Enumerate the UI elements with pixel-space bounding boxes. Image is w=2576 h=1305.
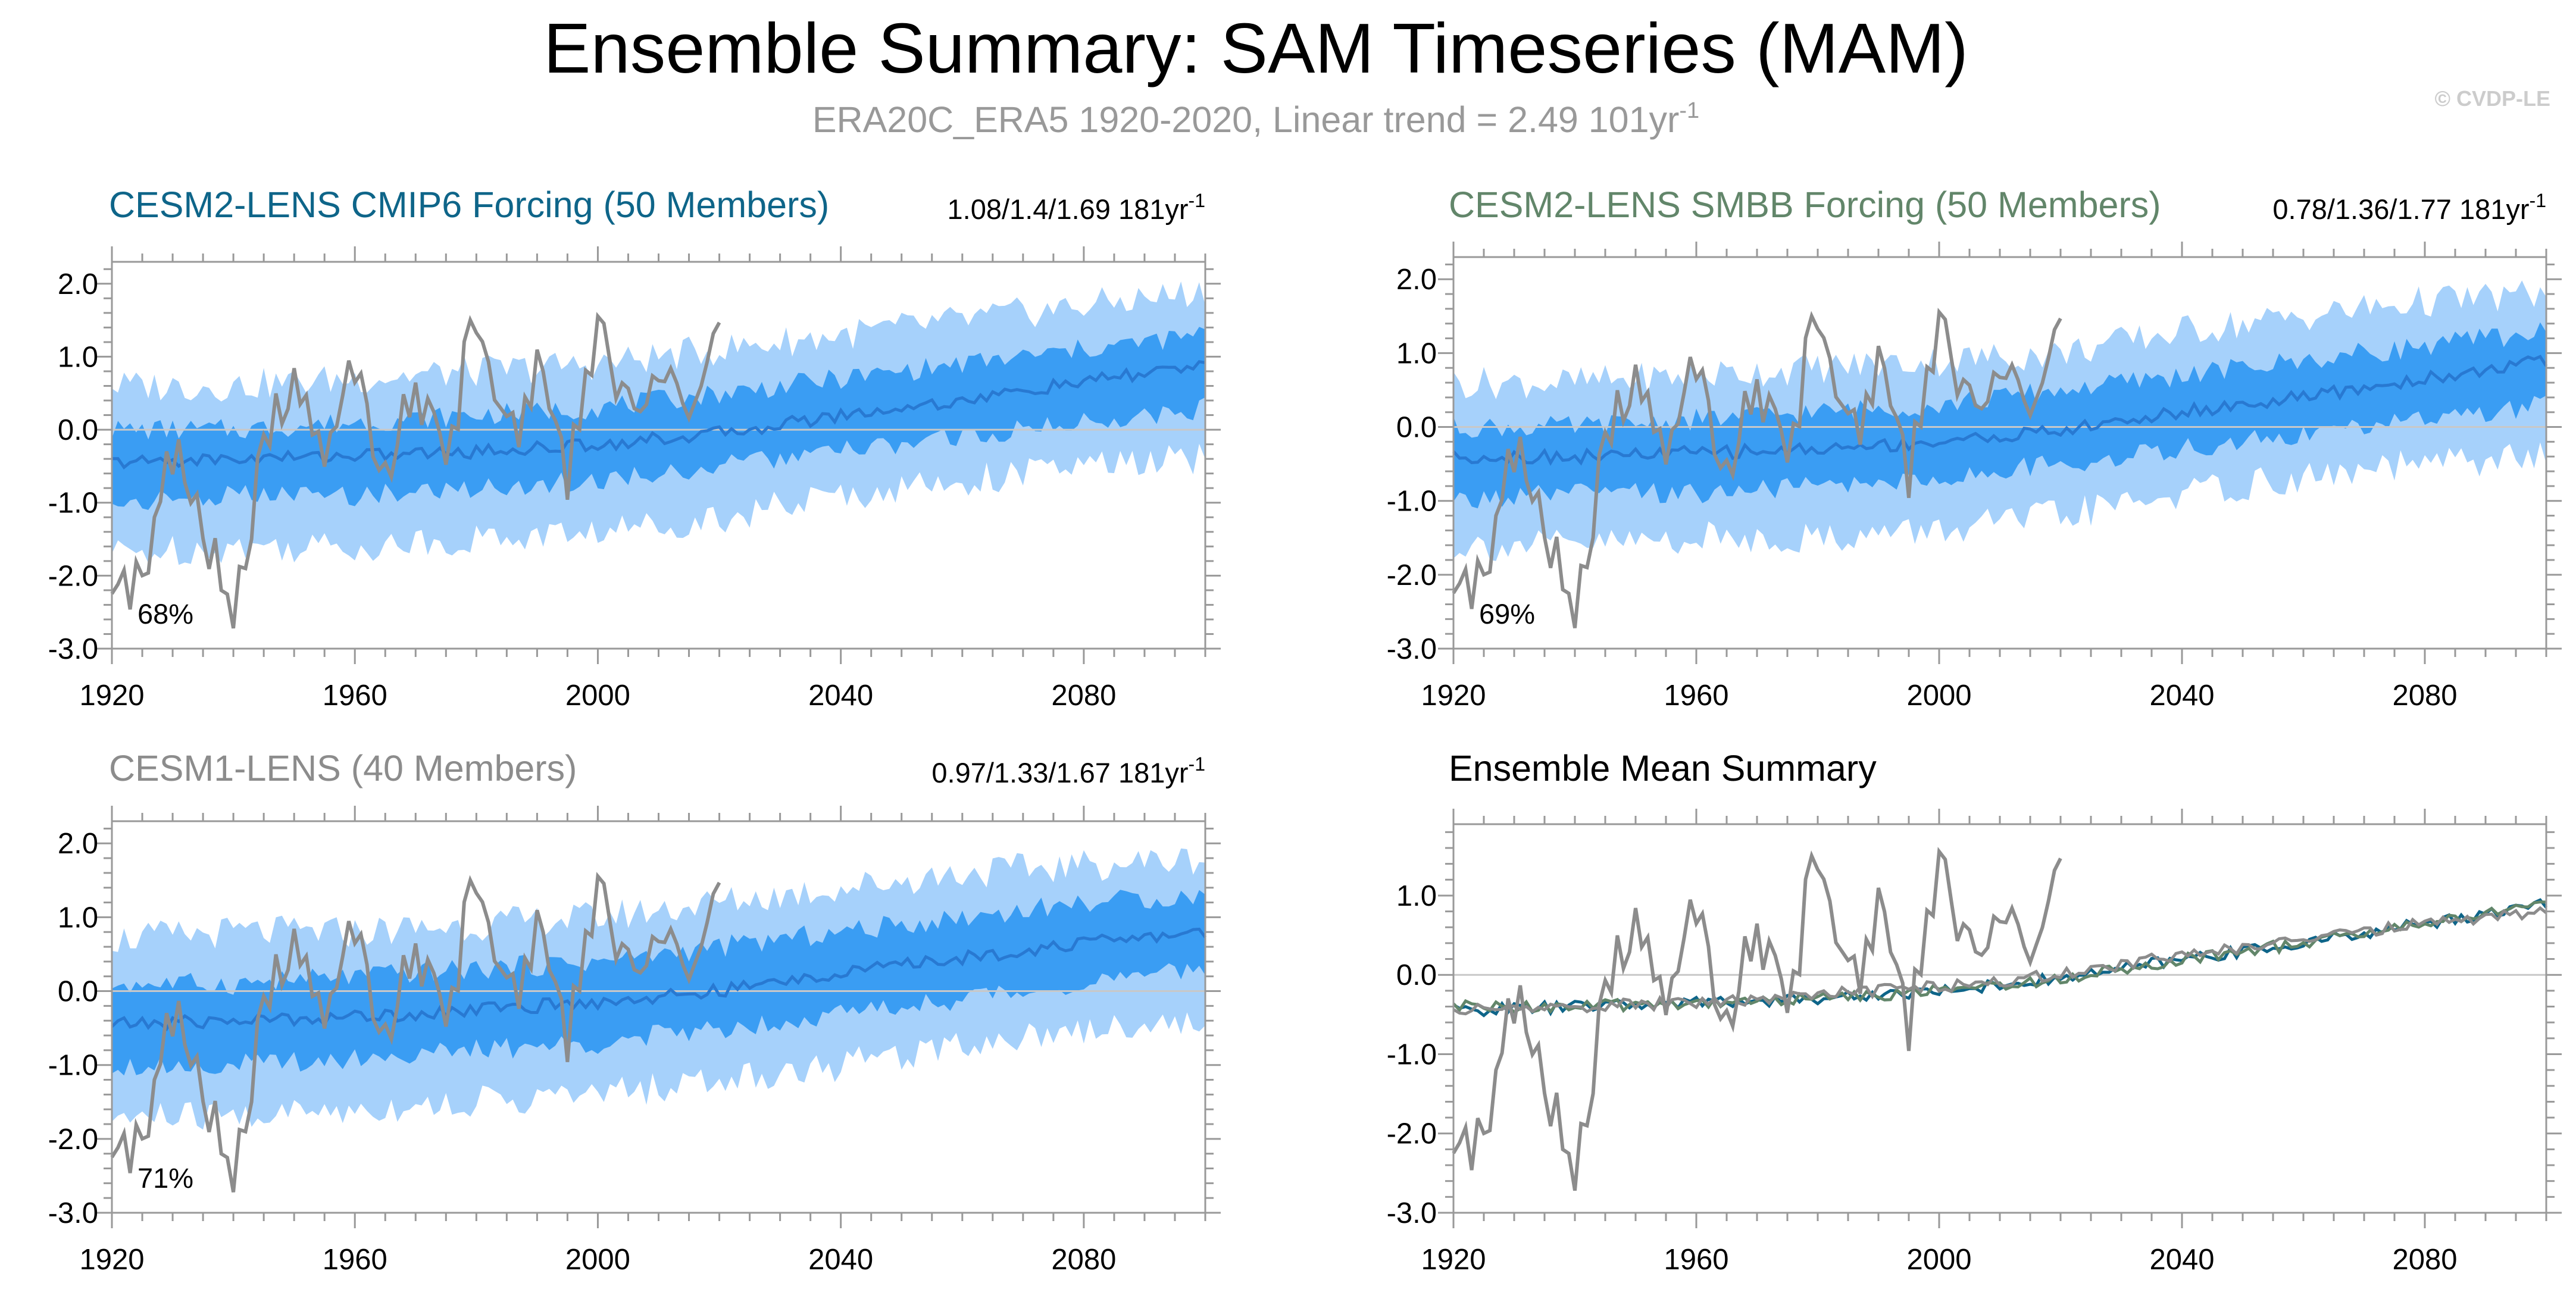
stats-superscript: -1 <box>1189 753 1205 775</box>
observation-line <box>110 312 721 629</box>
y-tick-label: -1.0 <box>1387 1038 1437 1071</box>
stats-text: 0.97/1.33/1.67 181yr <box>931 757 1188 788</box>
y-tick-label: -2.0 <box>1387 1118 1437 1150</box>
chart-panel-ensemble-mean-summary: Ensemble Mean Summary 1920 1960 2000 2040 20… <box>1387 748 2562 1276</box>
y-tick-label: -3.0 <box>1387 633 1437 665</box>
model-mean-line <box>1452 906 2547 1016</box>
observation-line <box>1452 847 2062 1191</box>
panel-title: Ensemble Mean Summary <box>1449 748 1877 788</box>
observation-line <box>110 872 721 1193</box>
stats-text: 0.78/1.36/1.77 181yr <box>2272 193 2529 225</box>
stats-superscript: -1 <box>1189 190 1205 211</box>
plot-area: 1920 1960 2000 2040 2080 2.0 1.0 0.0 -1.0 -2.0 -3.… <box>48 246 1221 712</box>
ensemble-mean-line <box>111 360 1206 470</box>
stats-superscript: -1 <box>2530 190 2546 211</box>
subtitle-text: ERA20C_ERA5 1920-2020, Linear trend = 2.… <box>812 99 1680 140</box>
chart-panel-cesm1: CESM1-LENS (40 Members) 0.97/1.33/1.67 1… <box>48 748 1221 1276</box>
y-tick-label: -2.0 <box>1387 559 1437 592</box>
panel-title: CESM1-LENS (40 Members) <box>109 748 577 788</box>
panel-title: CESM2-LENS SMBB Forcing (50 Members) <box>1449 184 2161 225</box>
y-tick-label: -3.0 <box>48 1197 98 1229</box>
y-tick-label: -1.0 <box>48 487 98 520</box>
x-tick-label: 2000 <box>565 680 630 712</box>
y-tick-label: -3.0 <box>1387 1197 1437 1229</box>
observation-line <box>1452 308 2062 628</box>
plot-area: 1920 1960 2000 2040 2080 2.0 1.0 0.0 -1.0 -2.0 -3.… <box>1387 242 2562 712</box>
x-tick-label: 2080 <box>2392 1244 2457 1276</box>
x-tick-label: 1920 <box>1421 1244 1486 1276</box>
x-tick-label: 1960 <box>1664 680 1728 712</box>
watermark: © CVDP-LE <box>2434 86 2550 111</box>
x-tick-label: 1920 <box>1421 680 1486 712</box>
x-tick-label: 2000 <box>1906 1244 1971 1276</box>
x-tick-label: 1960 <box>323 1244 387 1276</box>
x-tick-label: 1920 <box>79 680 144 712</box>
x-tick-label: 2000 <box>1906 680 1971 712</box>
subtitle-superscript: -1 <box>1679 98 1699 123</box>
y-tick-label: 1.0 <box>1396 337 1437 370</box>
plot-area: 1920 1960 2000 2040 2080 2.0 1.0 0.0 -1.0 -2.0 -3.… <box>48 806 1221 1276</box>
ensemble-mean-line <box>111 927 1207 1031</box>
y-tick-label: 1.0 <box>1396 880 1437 912</box>
panel-stats: 0.78/1.36/1.77 181yr-1 <box>2272 190 2546 225</box>
model-mean-line <box>1452 900 2547 1014</box>
x-tick-label: 2080 <box>2392 680 2457 712</box>
y-tick-label: 0.0 <box>1396 412 1437 444</box>
x-tick-label: 2040 <box>808 680 873 712</box>
chart-panel-cesm2-cmip6: CESM2-LENS CMIP6 Forcing (50 Members) 1.… <box>48 184 1221 712</box>
x-tick-label: 2000 <box>565 1244 630 1276</box>
chart-panel-cesm2-smbb: CESM2-LENS SMBB Forcing (50 Members) 0.7… <box>1387 184 2562 712</box>
y-tick-label: -3.0 <box>48 633 98 665</box>
y-tick-label: 2.0 <box>58 828 98 860</box>
y-tick-label: -1.0 <box>48 1050 98 1082</box>
y-tick-label: -2.0 <box>48 1124 98 1156</box>
y-tick-label: 1.0 <box>58 341 98 373</box>
y-tick-label: 0.0 <box>58 976 98 1008</box>
main-title: Ensemble Summary: SAM Timeseries (MAM) <box>543 9 1968 88</box>
plot-area: 1920 1960 2000 2040 2080 1.0 0.0 -1.0 -2.0 -3.0 <box>1387 809 2562 1276</box>
panel-stats: 1.08/1.4/1.69 181yr-1 <box>948 190 1205 225</box>
y-tick-label: 0.0 <box>58 414 98 446</box>
x-tick-label: 2040 <box>808 1244 873 1276</box>
y-tick-label: -2.0 <box>48 560 98 592</box>
percent-within-range-label: 68% <box>137 598 193 630</box>
y-tick-label: 1.0 <box>58 902 98 934</box>
x-tick-label: 2040 <box>2149 680 2214 712</box>
percent-within-range-label: 69% <box>1479 598 1535 630</box>
y-tick-label: 0.0 <box>1396 959 1437 991</box>
x-tick-label: 1960 <box>323 680 387 712</box>
y-tick-label: -1.0 <box>1387 486 1437 518</box>
panel-title: CESM2-LENS CMIP6 Forcing (50 Members) <box>109 184 829 225</box>
panel-stats: 0.97/1.33/1.67 181yr-1 <box>931 753 1205 788</box>
percent-within-range-label: 71% <box>137 1162 193 1194</box>
x-tick-label: 2080 <box>1051 1244 1116 1276</box>
x-tick-label: 1960 <box>1664 1244 1728 1276</box>
y-tick-label: 2.0 <box>1396 264 1437 296</box>
subtitle: ERA20C_ERA5 1920-2020, Linear trend = 2.… <box>812 98 1699 140</box>
stats-text: 1.08/1.4/1.69 181yr <box>948 193 1189 225</box>
x-tick-label: 2080 <box>1051 680 1116 712</box>
x-tick-label: 2040 <box>2149 1244 2214 1276</box>
ensemble-mean-line <box>1452 355 2548 466</box>
y-tick-label: 2.0 <box>58 268 98 301</box>
x-tick-label: 1920 <box>79 1244 144 1276</box>
plot-background <box>1453 824 2546 1213</box>
